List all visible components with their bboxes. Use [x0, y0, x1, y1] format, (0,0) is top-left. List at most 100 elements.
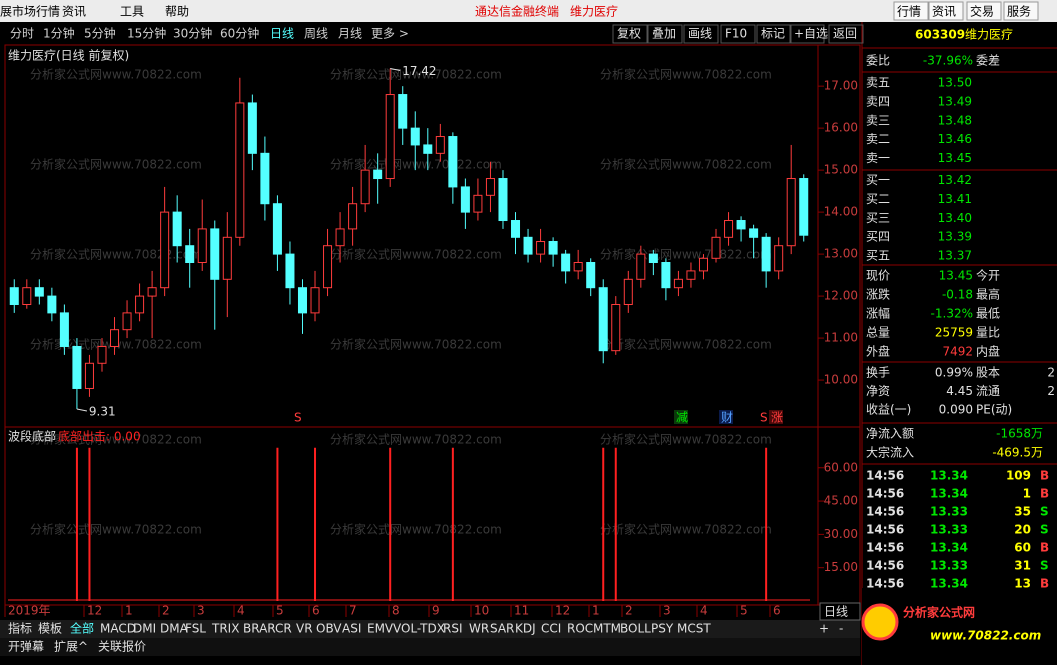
- tick-time: 14:56: [866, 577, 904, 591]
- tick-price: 13.34: [930, 487, 968, 501]
- period-button[interactable]: 更多 >: [371, 27, 409, 41]
- action-button[interactable]: [828, 24, 864, 44]
- period-button[interactable]: 5分钟: [84, 26, 116, 41]
- indicator-tab[interactable]: MTM: [593, 622, 621, 636]
- indicator-tab[interactable]: 模板: [38, 622, 62, 636]
- event-marker: 财: [721, 411, 733, 425]
- period-label: 日线: [824, 605, 848, 619]
- y-tick-label: 12.00: [824, 289, 858, 303]
- indicator-tab[interactable]: CCI: [541, 622, 561, 636]
- indicator-tab[interactable]: WR: [469, 622, 489, 636]
- annotation-pointer: [76, 408, 88, 412]
- action-label[interactable]: 标记: [761, 27, 785, 41]
- menu-item[interactable]: 帮助: [165, 5, 189, 19]
- app-title: 维力医疗: [570, 5, 618, 19]
- action-button[interactable]: [683, 24, 719, 44]
- menu-item[interactable]: 工具: [120, 5, 144, 19]
- indicator-tab[interactable]: ROC: [567, 622, 593, 636]
- bottom-tab[interactable]: 开弹幕: [8, 640, 44, 654]
- menu-button-label[interactable]: 交易: [970, 4, 994, 19]
- bottom-tab[interactable]: 关联报价: [98, 639, 146, 654]
- menu-button-label[interactable]: 行情: [897, 5, 921, 19]
- quote-label: 委比: [866, 54, 890, 68]
- candle-body: [435, 136, 445, 154]
- indicator-tab[interactable]: ASI: [342, 622, 361, 636]
- indicator-tab[interactable]: MACD: [100, 622, 136, 636]
- action-button[interactable]: [612, 24, 648, 44]
- menu-bar: [0, 0, 1057, 22]
- action-label[interactable]: F10: [725, 27, 747, 41]
- quote-label: 现价: [866, 269, 890, 283]
- candle-body: [548, 241, 558, 255]
- candle-body: [761, 236, 771, 272]
- indicator-tab[interactable]: RSI: [443, 622, 463, 636]
- event-marker: S: [760, 411, 768, 425]
- indicator-tab[interactable]: FSL: [185, 622, 206, 636]
- candle-body: [611, 303, 621, 352]
- indicator-tab[interactable]: DMA: [160, 622, 189, 636]
- x-tick-label: 1: [125, 604, 133, 618]
- stock-code: 603309: [915, 28, 965, 42]
- indicator-tab[interactable]: CR: [275, 622, 292, 636]
- indicator-tab[interactable]: TRIX: [211, 622, 239, 636]
- candle-body: [648, 253, 658, 264]
- action-label[interactable]: 返回: [833, 27, 857, 41]
- menu-button-label[interactable]: 资讯: [932, 5, 956, 19]
- period-button[interactable]: 日线: [270, 27, 294, 41]
- quote-value: 13.41: [938, 192, 972, 206]
- action-button[interactable]: [647, 24, 683, 44]
- period-button[interactable]: 分时: [10, 27, 34, 41]
- y-tick-label: 10.00: [824, 373, 858, 387]
- indicator-tab[interactable]: PSY: [651, 622, 674, 636]
- indicator-tab[interactable]: 全部: [70, 621, 94, 636]
- action-label[interactable]: 叠加: [652, 27, 676, 41]
- menu-button-label[interactable]: 服务: [1007, 4, 1031, 19]
- period-button[interactable]: 15分钟: [127, 26, 166, 41]
- indicator-tab[interactable]: SAR: [490, 622, 514, 636]
- quote-value: -1658万: [996, 427, 1043, 441]
- watermark: 分析家公式网www.70822.com: [30, 432, 202, 447]
- x-tick-label: 6: [773, 604, 781, 618]
- action-button[interactable]: [756, 24, 792, 44]
- quote-label: 大宗流入: [866, 445, 914, 460]
- indicator-tab[interactable]: VR: [296, 622, 313, 636]
- period-button[interactable]: 1分钟: [43, 26, 75, 41]
- period-button[interactable]: 月线: [338, 27, 362, 41]
- candle-body: [97, 345, 107, 364]
- action-button[interactable]: [789, 24, 825, 44]
- indicator-tab[interactable]: VOL-TDX: [393, 622, 445, 636]
- action-button[interactable]: [720, 24, 756, 44]
- indicator-tab[interactable]: BRAR: [243, 622, 276, 636]
- menu-button[interactable]: [928, 1, 964, 21]
- indicator-tab[interactable]: EMV: [367, 622, 394, 636]
- action-label[interactable]: +自选: [794, 27, 828, 41]
- watermark: 分析家公式网www.70822.com: [330, 247, 502, 262]
- menu-button[interactable]: [966, 1, 1002, 21]
- watermark: 分析家公式网www.70822.com: [330, 157, 502, 172]
- action-label[interactable]: 复权: [617, 27, 641, 41]
- indicator-tab[interactable]: 指标: [8, 621, 32, 636]
- menu-item[interactable]: 展市场行情: [0, 4, 60, 19]
- menu-item[interactable]: 资讯: [62, 5, 86, 19]
- period-button[interactable]: 30分钟: [173, 26, 212, 41]
- candle-body: [72, 345, 82, 389]
- menu-button[interactable]: [893, 1, 929, 21]
- action-label[interactable]: 画线: [688, 27, 712, 41]
- indicator-tab[interactable]: +: [819, 622, 829, 636]
- indicator-tab[interactable]: -: [839, 622, 843, 636]
- period-button[interactable]: 周线: [304, 27, 328, 41]
- candle-body: [310, 287, 320, 314]
- indicator-tab[interactable]: DMI: [133, 622, 156, 636]
- event-marker: 涨: [771, 410, 783, 425]
- indicator-tab[interactable]: MCST: [677, 622, 711, 636]
- indicator-tab[interactable]: BOLL: [620, 622, 651, 636]
- indicator-tab[interactable]: KDJ: [515, 622, 536, 636]
- period-button[interactable]: 60分钟: [220, 26, 259, 41]
- candle-body: [511, 220, 521, 238]
- indicator-tab[interactable]: OBV: [316, 622, 342, 636]
- quote-value: 25759: [935, 326, 973, 340]
- candle-body: [561, 253, 571, 272]
- menu-button[interactable]: [1003, 1, 1039, 21]
- tick-volume: 13: [1014, 577, 1031, 591]
- bottom-tab[interactable]: 扩展^: [54, 640, 88, 654]
